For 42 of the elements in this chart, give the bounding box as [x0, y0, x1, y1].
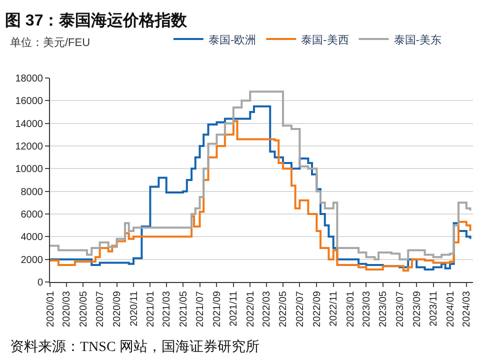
chart-title: 图 37：泰国海运价格指数	[4, 11, 188, 30]
y-tick-label: 18000	[15, 74, 44, 84]
x-tick-label: 2020/01	[45, 290, 56, 328]
text: 资料来源：TNSC 网站，国海证券研究所	[10, 339, 260, 355]
y-tick-label: 0	[37, 278, 44, 288]
x-tick-label: 2022/09	[312, 290, 323, 328]
y-tick-label: 10000	[15, 164, 44, 176]
x-tick-label: 2022/03	[262, 290, 273, 328]
x-tick-label: 2023/09	[412, 290, 423, 328]
y-tick-label: 4000	[20, 232, 44, 244]
x-tick-label: 2021/01	[145, 290, 156, 328]
x-tick-label: 2022/07	[294, 290, 306, 328]
y-tick-label: 16000	[15, 96, 44, 108]
x-tick-label: 2023/01	[345, 290, 356, 328]
legend-label: 泰国-欧洲	[208, 33, 256, 46]
x-tick-label: 2021/11	[228, 290, 240, 326]
x-tick-label: 2024/03	[462, 290, 473, 328]
y-axis-title: 单位：美元/FEU	[10, 36, 90, 49]
y-tick-label: 8000	[20, 186, 44, 198]
x-tick-label: 2021/05	[178, 290, 190, 328]
y-tick-label: 6000	[20, 210, 44, 220]
legend-label: 泰国-美东	[394, 33, 442, 46]
x-tick-label: 2022/11	[328, 290, 340, 326]
x-tick-label: 2022/05	[278, 290, 290, 328]
y-tick-label: 12000	[15, 142, 44, 152]
x-tick-label: 2021/09	[212, 290, 223, 328]
y-tick-label: 2000	[20, 254, 44, 266]
x-tick-label: 2023/05	[378, 290, 390, 328]
x-tick-label: 2023/11	[428, 290, 440, 326]
x-tick-label: 2022/01	[245, 290, 256, 328]
x-tick-label: 2020/11	[128, 290, 140, 326]
x-tick-label: 2020/05	[78, 290, 90, 328]
y-tick-label: 14000	[15, 118, 44, 130]
x-tick-label: 2020/07	[95, 290, 106, 328]
x-tick-label: 2020/03	[62, 290, 73, 328]
x-tick-label: 2023/03	[361, 290, 372, 328]
x-tick-label: 2024/01	[445, 290, 456, 328]
legend-label: 泰国-美西	[301, 33, 349, 46]
x-tick-label: 2021/03	[162, 290, 173, 328]
x-tick-label: 2023/07	[394, 290, 406, 328]
x-tick-label: 2020/09	[112, 290, 124, 328]
x-tick-label: 2021/07	[195, 290, 206, 328]
